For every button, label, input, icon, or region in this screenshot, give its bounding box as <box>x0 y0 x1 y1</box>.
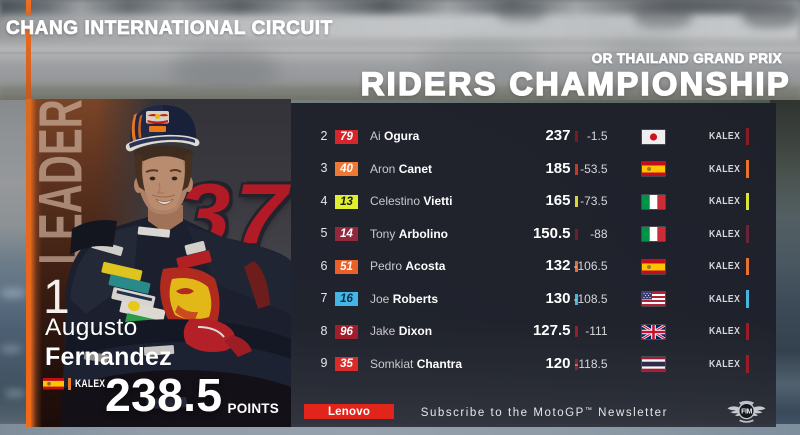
svg-text:FIM: FIM <box>741 409 752 416</box>
